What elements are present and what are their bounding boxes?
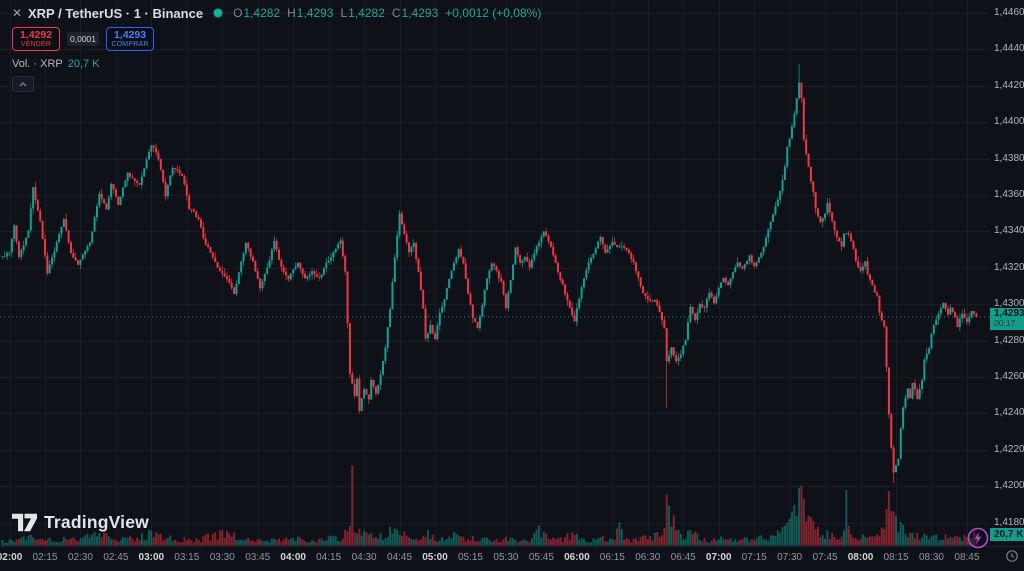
time-tick-label: 02:45 bbox=[103, 552, 129, 563]
market-status-icon[interactable] bbox=[213, 8, 224, 18]
price-tick-label: 1,4300 bbox=[994, 298, 1024, 310]
sell-label: VENDER bbox=[20, 40, 52, 48]
price-axis[interactable]: 1,4293 00:17 20,7 K 1,4460 1,4440 1,4420 1,… bbox=[990, 0, 1024, 546]
time-tick-label: 04:15 bbox=[316, 552, 342, 563]
volume-bars bbox=[1, 465, 978, 546]
tradingview-wordmark: TradingView bbox=[44, 512, 149, 532]
time-tick-label: 02:30 bbox=[67, 552, 93, 563]
price-tick-label: 1,4460 bbox=[994, 6, 1024, 18]
time-tick-label: 05:45 bbox=[528, 552, 554, 563]
time-tick-label: 02:15 bbox=[32, 552, 58, 563]
chevron-up-icon bbox=[19, 81, 27, 86]
price-tick-label: 1,4360 bbox=[994, 188, 1024, 200]
price-tick-label: 1,4340 bbox=[994, 225, 1024, 237]
time-tick-label: 07:00 bbox=[705, 552, 732, 563]
buy-label: COMPRAR bbox=[111, 40, 149, 48]
buy-price: 1,4293 bbox=[113, 28, 147, 41]
price-candles bbox=[1, 63, 978, 483]
time-tick-label: 05:30 bbox=[493, 552, 519, 563]
clock-icon bbox=[1006, 550, 1018, 562]
time-tick-label: 08:00 bbox=[847, 552, 874, 563]
price-tick-label: 1,4180 bbox=[994, 516, 1024, 528]
price-tick-label: 1,4400 bbox=[994, 116, 1024, 128]
sell-price: 1,4292 bbox=[19, 28, 53, 41]
volume-axis-label: 20,7 K bbox=[990, 528, 1024, 541]
tradingview-mark-icon bbox=[12, 513, 37, 532]
current-price-value: 1,4293 bbox=[994, 307, 1024, 319]
price-tick-label: 1,4440 bbox=[994, 43, 1024, 55]
symbol-title[interactable]: XRP / TetherUS · 1 · Binance bbox=[28, 5, 204, 21]
time-tick-label: 03:30 bbox=[209, 552, 235, 563]
volume-value: 20,7 K bbox=[67, 58, 100, 70]
timezone-clock-icon[interactable] bbox=[1005, 549, 1019, 563]
price-tick-label: 1,4420 bbox=[994, 79, 1024, 91]
time-tick-label: 07:30 bbox=[777, 552, 803, 563]
tradingview-logo[interactable]: TradingView bbox=[12, 512, 149, 533]
volume-legend-row: Vol. · XRP 20,7 K bbox=[12, 58, 541, 70]
volume-indicator-label[interactable]: Vol. · XRP bbox=[12, 58, 63, 70]
price-tick-label: 1,4200 bbox=[994, 480, 1024, 492]
time-tick-label: 08:15 bbox=[883, 552, 909, 563]
time-tick-label: 07:45 bbox=[812, 552, 838, 563]
legend-symbol-row: ✕ XRP / TetherUS · 1 · Binance O 1,4282 … bbox=[12, 4, 541, 22]
price-tick-label: 1,4380 bbox=[994, 152, 1024, 164]
time-tick-label: 07:15 bbox=[741, 552, 767, 563]
time-tick-label: 03:45 bbox=[245, 552, 271, 563]
candlestick-chart-canvas[interactable] bbox=[0, 0, 990, 546]
trade-buttons-row: 1,4292 VENDER 0,0001 1,4293 COMPRAR bbox=[12, 27, 541, 51]
time-tick-label: 04:45 bbox=[387, 552, 413, 563]
bar-countdown: 00:17 bbox=[994, 317, 1016, 328]
time-tick-label: 08:30 bbox=[918, 552, 944, 563]
time-tick-label: 06:45 bbox=[670, 552, 696, 563]
time-tick-label: 08:45 bbox=[954, 552, 980, 563]
lightning-icon bbox=[967, 527, 989, 549]
time-tick-label: 06:30 bbox=[635, 552, 661, 563]
price-change: +0,0012 (+0,08%) bbox=[445, 6, 542, 20]
price-tick-label: 1,4280 bbox=[994, 334, 1024, 346]
time-tick-label: 05:00 bbox=[422, 552, 448, 563]
time-axis[interactable]: 02:00 02:15 02:30 02:45 03:00 03:15 03:30 03:45… bbox=[0, 546, 1024, 571]
time-tick-label: 04:00 bbox=[280, 552, 306, 563]
time-tick-label: 04:30 bbox=[351, 552, 377, 563]
time-tick-label: 06:15 bbox=[599, 552, 625, 563]
ohlc-close: C 1,4293 bbox=[391, 6, 439, 20]
lightning-button[interactable] bbox=[967, 527, 989, 549]
price-tick-label: 1,4220 bbox=[994, 443, 1024, 455]
close-icon[interactable]: ✕ bbox=[12, 6, 23, 20]
spread-value: 0,0001 bbox=[67, 32, 99, 46]
sell-button[interactable]: 1,4292 VENDER bbox=[12, 27, 60, 51]
price-tick-label: 1,4320 bbox=[994, 261, 1024, 273]
price-tick-label: 1,4260 bbox=[994, 370, 1024, 382]
ohlc-low: L 1,4282 bbox=[340, 6, 385, 20]
time-tick-label: 03:15 bbox=[174, 552, 200, 563]
buy-button[interactable]: 1,4293 COMPRAR bbox=[106, 27, 154, 51]
chart-legend: ✕ XRP / TetherUS · 1 · Binance O 1,4282 … bbox=[12, 4, 541, 92]
collapse-pane-button[interactable] bbox=[12, 76, 34, 92]
price-tick-label: 1,4240 bbox=[994, 407, 1024, 419]
time-tick-label: 06:00 bbox=[564, 552, 590, 563]
current-price-label: 1,4293 00:17 bbox=[990, 307, 1024, 330]
ohlc-high: H 1,4293 bbox=[287, 6, 334, 20]
time-tick-label: 03:00 bbox=[138, 552, 165, 563]
time-tick-label: 05:15 bbox=[457, 552, 483, 563]
ohlc-open: O 1,4282 bbox=[233, 6, 281, 20]
time-tick-label: 02:00 bbox=[0, 552, 23, 563]
